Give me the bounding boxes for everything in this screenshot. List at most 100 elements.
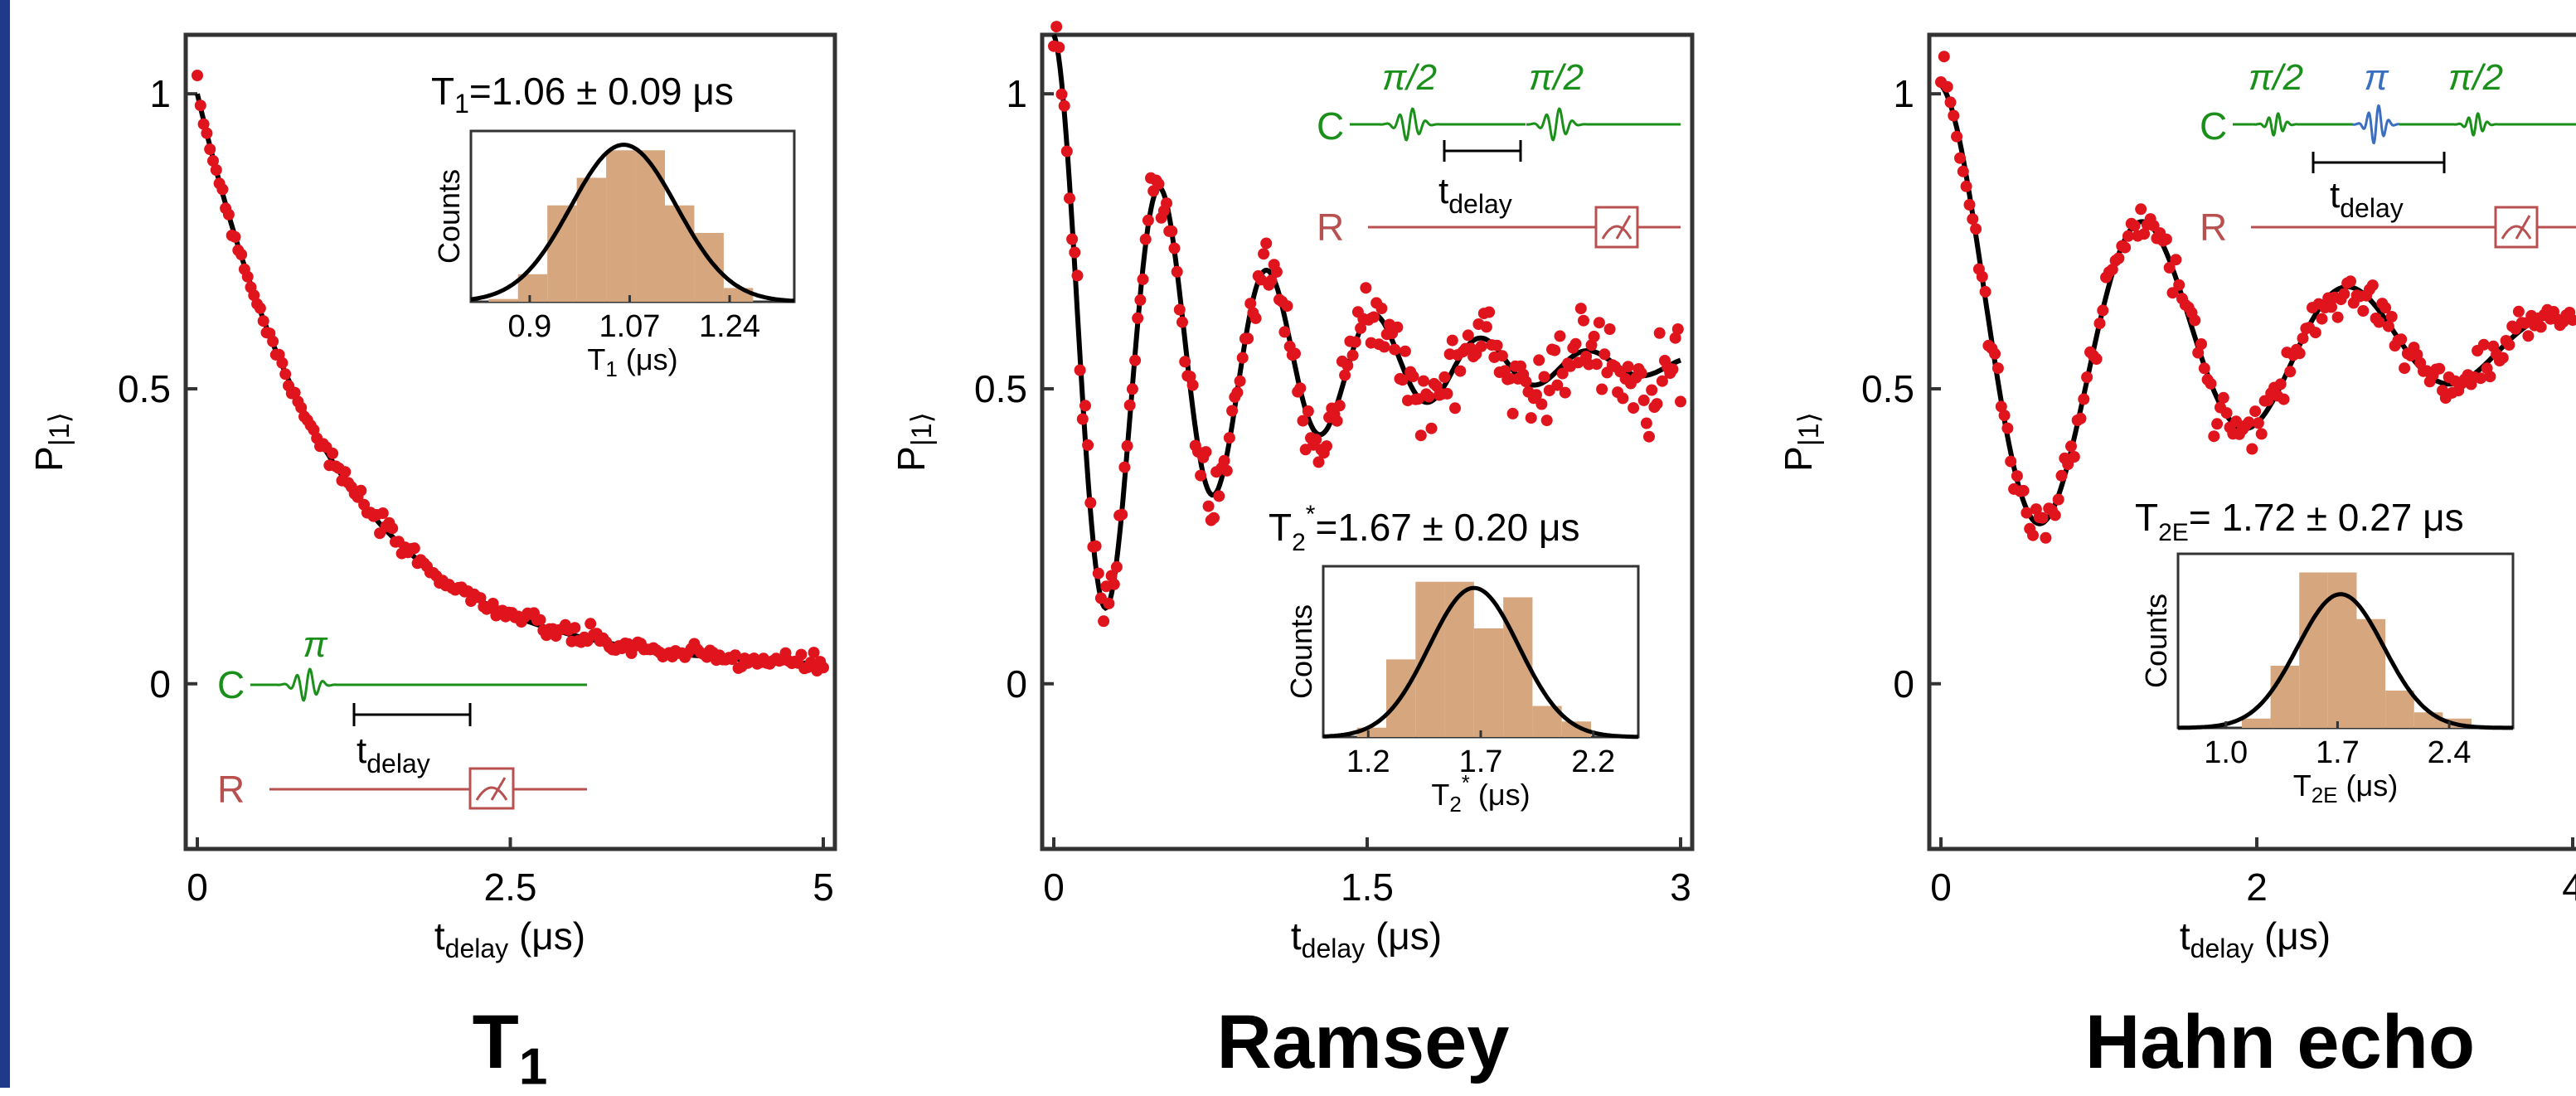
data-point	[1628, 402, 1640, 415]
fit-line	[1938, 83, 2574, 526]
panel-t1: P|1⟩ tdelay (μs) 0 2.5 5 0 0.5 1 T1=1.06 ± 0.…	[27, 32, 837, 963]
x-axis-label: tdelay (μs)	[2180, 914, 2331, 963]
data-point	[2017, 484, 2030, 497]
data-point	[1270, 265, 1283, 278]
pi-half-pulse-2	[2454, 112, 2497, 137]
left-accent-strip	[0, 0, 10, 1088]
data-point	[2366, 279, 2379, 292]
data-point	[2326, 301, 2337, 313]
data-point	[1076, 413, 1089, 425]
inset-y-label: Counts	[1284, 604, 1318, 699]
data-point	[1321, 440, 1332, 453]
data-point	[585, 618, 597, 630]
inset-x-tick-label: 1.7	[1459, 744, 1503, 779]
data-point	[2316, 313, 2328, 325]
data-point	[1533, 354, 1545, 366]
inset-x-tick-label: 1.07	[599, 309, 660, 344]
data-point	[1540, 415, 1553, 427]
tdelay-label: tdelay	[2330, 175, 2404, 223]
data-point	[1226, 405, 1239, 417]
data-point	[2395, 333, 2408, 346]
data-point	[1970, 223, 1982, 235]
data-point	[1066, 233, 1079, 245]
data-points	[1048, 21, 1686, 628]
data-point	[1137, 273, 1149, 285]
data-point	[1598, 348, 1611, 361]
inset-y-label: Counts	[432, 169, 466, 264]
histogram-bar	[2356, 618, 2386, 728]
data-point	[2512, 305, 2525, 318]
data-point	[569, 622, 581, 634]
data-point	[1944, 96, 1957, 109]
data-point	[1423, 390, 1435, 403]
data-point	[2173, 279, 2185, 291]
data-point	[1957, 165, 1969, 177]
pi-half-label-2: π/2	[1529, 57, 1584, 98]
data-point	[289, 386, 301, 399]
x-axis-label: tdelay (μs)	[434, 914, 585, 963]
inset-x-tick-label: 1.24	[699, 309, 760, 344]
data-point	[1671, 323, 1684, 335]
data-point	[248, 289, 260, 302]
data-point	[1116, 508, 1128, 521]
y-tick-label: 1	[1006, 72, 1027, 115]
data-point	[1341, 359, 1354, 371]
data-point	[1960, 180, 1972, 192]
data-point	[210, 164, 222, 176]
data-point	[2399, 362, 2411, 375]
data-point	[1525, 412, 1537, 424]
data-point	[1967, 213, 1979, 226]
data-point	[2192, 347, 2205, 359]
histogram-bar	[2385, 691, 2414, 728]
data-point	[1242, 332, 1254, 345]
data-point	[2001, 422, 2014, 434]
histogram-bar	[1444, 581, 1474, 737]
axis-ticks: 0 1.5 3 0 0.5 1	[974, 72, 1691, 909]
data-point	[355, 484, 367, 497]
data-point	[1991, 362, 2004, 375]
data-point	[276, 356, 289, 369]
data-point	[1360, 282, 1372, 294]
data-point	[2081, 371, 2093, 383]
data-point	[1574, 303, 1587, 315]
data-point	[1249, 312, 1262, 324]
data-point	[2074, 412, 2087, 424]
y-tick-label: 0	[1006, 662, 1027, 706]
data-point	[1110, 560, 1123, 573]
data-point	[2005, 455, 2017, 468]
x-tick-label: 5	[813, 866, 834, 909]
pulse-sequence: C π/2 π/2 tdelay R	[1317, 57, 1681, 249]
data-point	[2496, 352, 2509, 364]
data-point	[2052, 493, 2064, 506]
data-point	[1126, 383, 1138, 395]
data-point	[2119, 241, 2132, 254]
pi-half-label-1: π/2	[1382, 57, 1437, 98]
histogram-bar	[2299, 572, 2328, 728]
data-point	[2113, 252, 2125, 264]
data-point	[1152, 177, 1165, 190]
data-point	[1449, 402, 1461, 415]
data-point	[2068, 451, 2080, 463]
data-point	[1538, 371, 1550, 383]
y-axis-label: P|1⟩	[1777, 412, 1825, 472]
data-point	[1103, 597, 1115, 609]
data-point	[1491, 339, 1503, 352]
data-point	[1938, 51, 1950, 63]
data-point	[327, 447, 339, 459]
data-point	[1208, 512, 1220, 524]
data-point	[2166, 287, 2179, 299]
data-point	[1506, 407, 1519, 419]
y-axis-label: P|1⟩	[890, 412, 938, 472]
readout-label: R	[1317, 206, 1344, 249]
data-point	[804, 657, 817, 669]
data-point	[2230, 415, 2243, 428]
data-point	[1391, 321, 1404, 333]
data-point	[2274, 378, 2287, 390]
data-point	[1333, 400, 1346, 412]
data-point	[2065, 440, 2077, 453]
data-point	[1643, 430, 1655, 443]
data-point	[1593, 317, 1605, 329]
data-point	[2011, 470, 2023, 483]
data-point	[1281, 300, 1293, 313]
data-point	[254, 302, 266, 314]
